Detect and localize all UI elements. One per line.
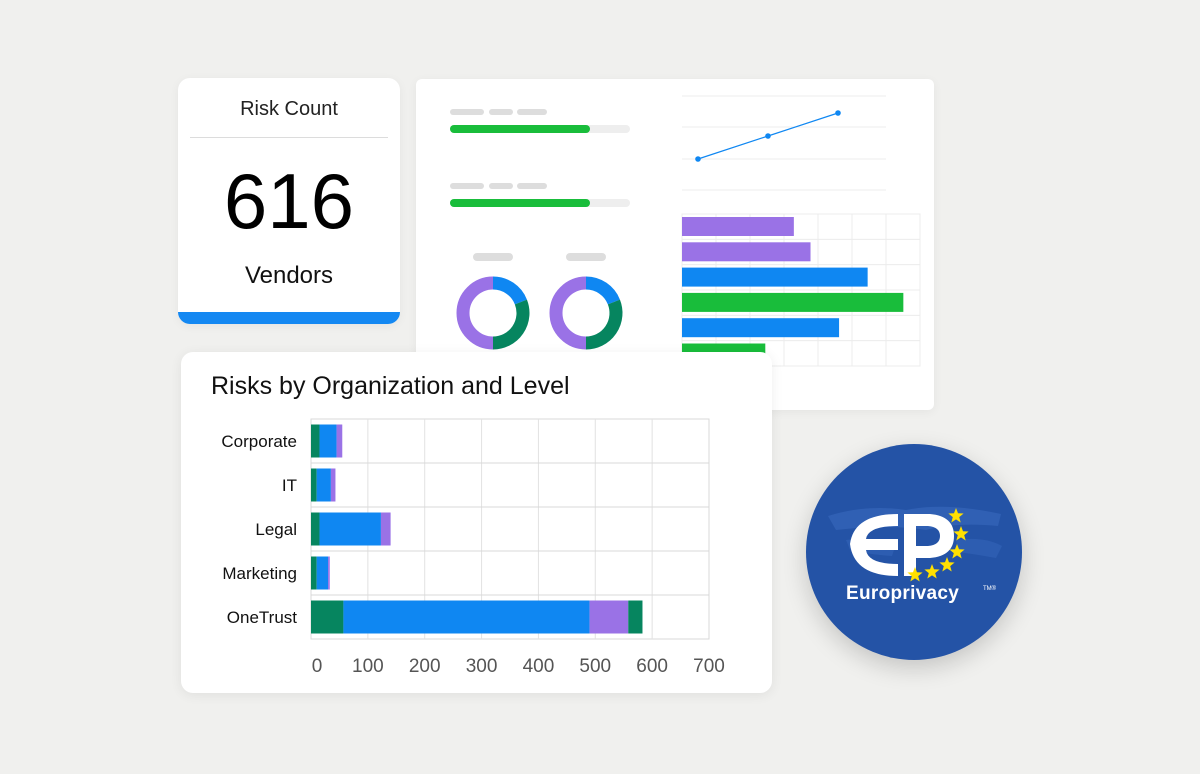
star-icon: [907, 567, 923, 582]
bar-segment: [589, 600, 629, 634]
placeholder-label: [473, 253, 513, 261]
bar-segment: [316, 556, 329, 590]
risks-bar-chart: Corporate IT Legal Marketing OneTrust 0 100 200…: [221, 418, 725, 677]
bar-segment: [311, 556, 317, 590]
star-icon: [924, 564, 940, 579]
x-tick-label: 500: [579, 656, 611, 677]
risks-chart-card[interactable]: Risks by Organization and Level Corporat…: [181, 352, 772, 693]
placeholder-label: [489, 183, 513, 189]
mini-bar: [682, 267, 868, 287]
risk-count-value: 616: [223, 157, 355, 245]
donut-segment: [456, 276, 494, 350]
x-tick-label: 0: [312, 656, 323, 677]
europrivacy-badge: Europrivacy TM®: [806, 444, 1022, 660]
category-label: Legal: [255, 520, 297, 539]
donut-segment: [549, 276, 587, 350]
chart-title: Risks by Organization and Level: [211, 372, 570, 400]
star-icon: [948, 508, 964, 523]
bar-segment: [319, 512, 381, 546]
category-label: IT: [282, 476, 297, 495]
donut-segment: [492, 276, 527, 305]
placeholder-label: [450, 109, 484, 115]
bar-segment: [311, 600, 344, 634]
europrivacy-logo: [828, 506, 1002, 582]
star-icon: [939, 557, 955, 572]
placeholder-label: [450, 183, 484, 189]
placeholder-label: [517, 109, 547, 115]
x-tick-label: 200: [409, 656, 441, 677]
x-tick-label: 100: [352, 656, 384, 677]
bar-segment: [628, 600, 643, 634]
mini-bar: [682, 217, 794, 236]
star-icon: [949, 544, 965, 559]
divider: [190, 137, 388, 138]
category-label: Corporate: [221, 432, 297, 451]
progress-fill: [450, 125, 591, 133]
placeholder-label: [489, 109, 513, 115]
star-icon: [953, 526, 969, 541]
bar-segment: [336, 424, 343, 458]
donut-segment: [585, 276, 620, 305]
trademark-mark: TM®: [983, 586, 997, 592]
bar-segment: [380, 512, 391, 546]
x-tick-label: 700: [693, 656, 725, 677]
bar-segment: [311, 512, 320, 546]
bar-segment: [330, 468, 336, 502]
bar-segment: [319, 424, 337, 458]
mini-bar: [682, 242, 811, 262]
x-tick-label: 300: [466, 656, 498, 677]
mini-line-point: [695, 156, 701, 162]
mini-line-point: [765, 133, 771, 139]
risk-count-title: Risk Count: [240, 98, 338, 120]
donut-segment: [492, 299, 530, 350]
placeholder-label: [517, 183, 547, 189]
category-label: Marketing: [222, 564, 297, 583]
x-tick-label: 600: [636, 656, 668, 677]
bar-segment: [328, 556, 330, 590]
mini-bar: [682, 318, 840, 338]
bar-segment: [316, 468, 331, 502]
risk-card-accent-bar: [178, 312, 400, 324]
bar-segment: [311, 424, 320, 458]
risk-count-card[interactable]: Risk Count 616 Vendors: [178, 78, 400, 324]
europrivacy-wordmark: Europrivacy: [846, 583, 960, 604]
category-label: OneTrust: [227, 608, 298, 627]
risk-count-subtitle: Vendors: [244, 262, 334, 289]
x-tick-label: 400: [523, 656, 555, 677]
mini-line-point: [835, 110, 841, 116]
bar-segment: [343, 600, 590, 634]
progress-fill: [450, 199, 591, 207]
mini-bar: [682, 292, 904, 312]
donut-segment: [585, 299, 623, 350]
bar-segment: [311, 468, 317, 502]
placeholder-label: [566, 253, 606, 261]
